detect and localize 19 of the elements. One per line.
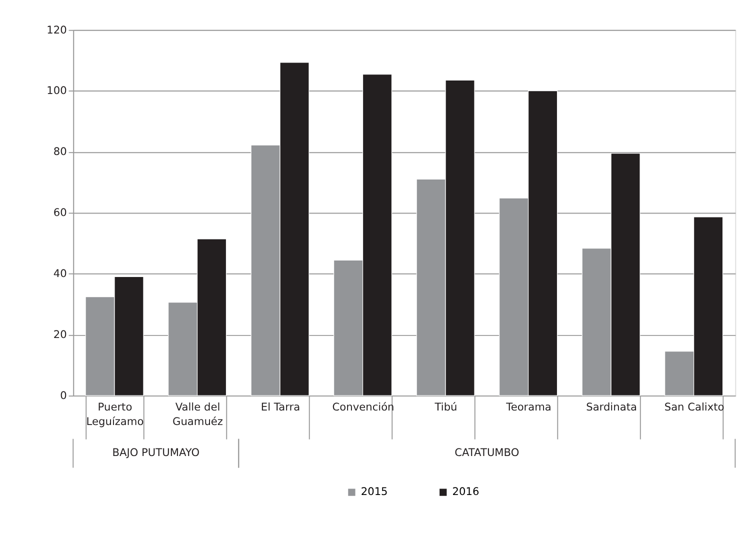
x-tick-label: San Calixto xyxy=(664,401,724,414)
x-tick-label: Puerto Leguízamo xyxy=(86,401,144,428)
x-tick-label: Valle del Guamuéz xyxy=(172,401,224,428)
legend-label: 2016 xyxy=(452,486,480,498)
x-tick-label: Sardinata xyxy=(586,401,637,414)
y-tick-label: 80 xyxy=(53,146,68,158)
x-tick-label: El Tarra xyxy=(260,401,300,414)
y-tick-label: 20 xyxy=(53,328,68,341)
y-tick-label: 0 xyxy=(60,390,68,402)
text: BAJO PUTUMAYO xyxy=(112,447,200,460)
y-tick-label: 100 xyxy=(46,85,68,98)
text: CATATUMBO xyxy=(454,447,520,460)
y-tick-label: 40 xyxy=(53,268,68,280)
x-tick-label: Convención xyxy=(332,401,394,414)
y-tick-label: 120 xyxy=(46,24,68,36)
x-tick-label: Teorama xyxy=(505,401,552,414)
x-tick-label: Tibú xyxy=(434,401,458,414)
legend-label: 2015 xyxy=(360,486,388,498)
y-tick-label: 60 xyxy=(53,207,68,220)
